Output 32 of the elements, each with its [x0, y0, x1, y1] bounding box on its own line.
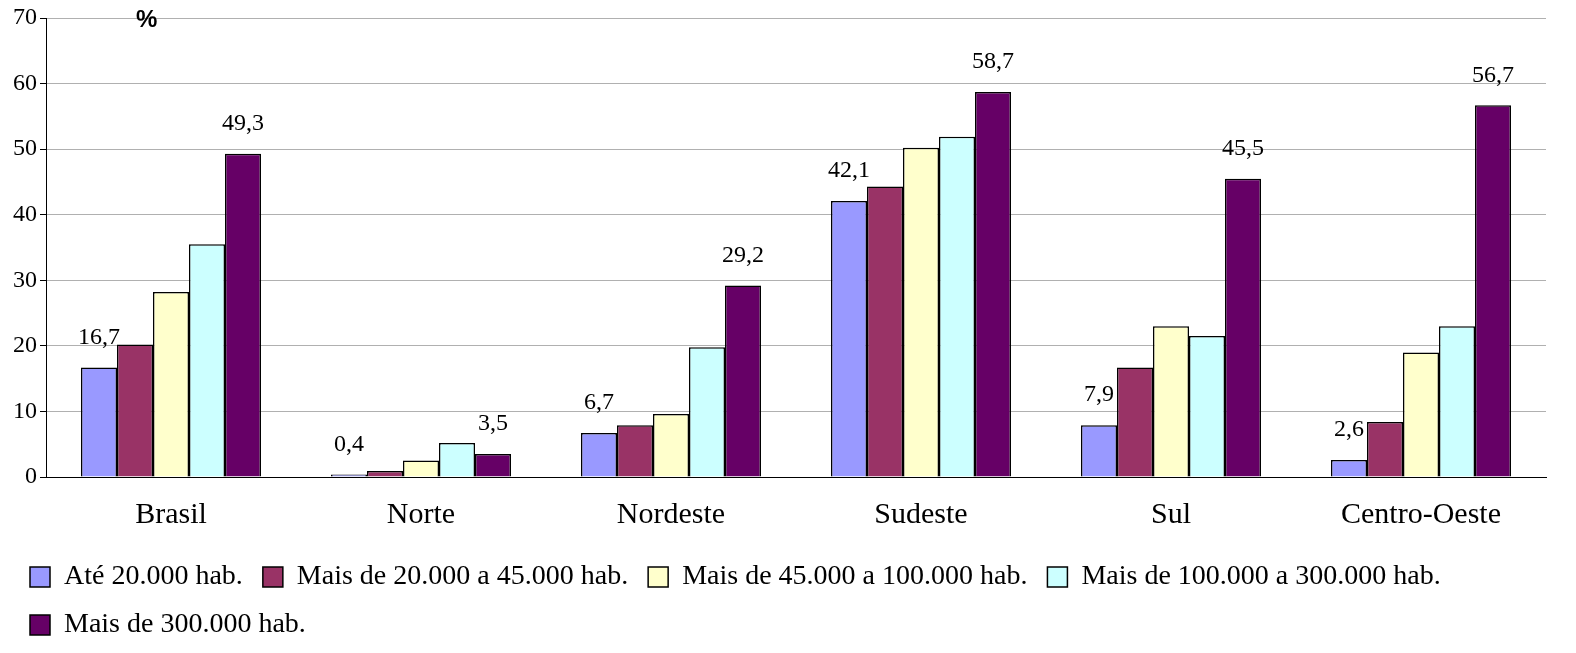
- y-tick-label: 60: [13, 68, 37, 95]
- data-label: 0,4: [334, 429, 364, 456]
- legend-label: Mais de 100.000 a 300.000 hab.: [1081, 559, 1441, 591]
- x-tick-label: Brasil: [135, 495, 207, 529]
- legend-label: Mais de 20.000 a 45.000 hab.: [296, 559, 629, 591]
- x-tick-label: Sul: [1150, 495, 1192, 529]
- x-tick-label: Sudeste: [874, 495, 968, 529]
- y-tick-label: 40: [13, 200, 37, 227]
- data-label: 29,2: [722, 240, 764, 267]
- y-tick-label: 0: [25, 462, 37, 489]
- x-tick-label: Norte: [386, 495, 456, 529]
- data-label: 7,9: [1084, 380, 1114, 407]
- data-label: 56,7: [1472, 60, 1514, 87]
- data-label: 49,3: [222, 109, 264, 136]
- y-tick-label: 20: [13, 331, 37, 358]
- y-tick-label: 50: [13, 134, 37, 161]
- data-label: 42,1: [828, 156, 870, 183]
- data-label: 16,7: [78, 322, 120, 349]
- x-tick-label: Centro-Oeste: [1341, 495, 1501, 529]
- y-tick-label: 30: [13, 265, 37, 292]
- legend-label: Mais de 45.000 a 100.000 hab.: [682, 559, 1028, 591]
- data-label: 45,5: [1222, 133, 1264, 160]
- y-axis-title: %: [136, 4, 158, 32]
- legend-label: Até 20.000 hab.: [64, 559, 243, 591]
- y-tick-label: 70: [13, 3, 37, 30]
- legend-label: Mais de 300.000 hab.: [64, 607, 306, 639]
- data-label: 58,7: [972, 47, 1014, 74]
- data-label: 2,6: [1334, 415, 1364, 442]
- x-tick-label: Nordeste: [616, 495, 726, 529]
- y-tick-label: 10: [13, 396, 37, 423]
- data-label: 6,7: [584, 388, 614, 415]
- data-label: 3,5: [478, 409, 508, 436]
